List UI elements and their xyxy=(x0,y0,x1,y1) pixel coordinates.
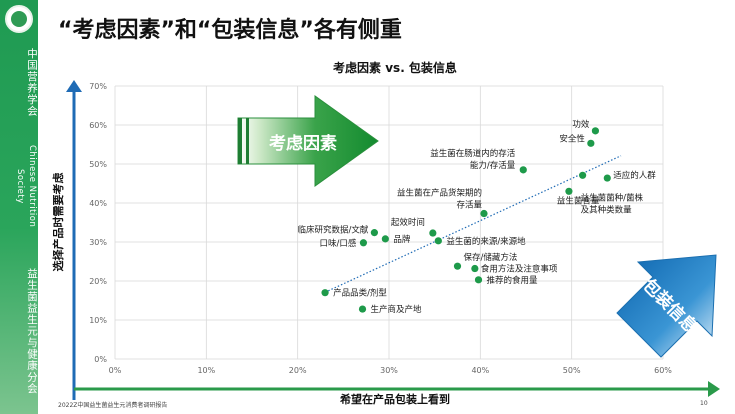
y-tick-label: 70% xyxy=(89,82,107,91)
scatter-point xyxy=(381,235,389,243)
scatter-point xyxy=(565,187,573,195)
x-tick-label: 40% xyxy=(471,366,489,375)
sidebar: 中国营养学会 Chinese Nutrition Society 益生菌益生元与… xyxy=(0,0,38,414)
point-label: 益生菌含量 xyxy=(557,195,600,206)
scatter-point xyxy=(603,174,611,182)
scatter-point xyxy=(579,171,587,179)
x-tick-label: 60% xyxy=(654,366,672,375)
point-label: 品牌 xyxy=(393,234,411,245)
scatter-point xyxy=(453,262,462,270)
scatter-point xyxy=(358,305,367,313)
point-label: 功效 xyxy=(572,119,590,130)
footer-source: 2022Z中国益生菌益生元消费者调研报告 xyxy=(58,402,168,409)
point-label: 口味/口感 xyxy=(320,238,357,249)
scatter-point xyxy=(434,237,442,245)
scatter-point xyxy=(429,229,437,237)
y-axis-label: 选择产品时需要考虑 xyxy=(51,173,65,272)
x-tick-labels: 0% 10% 20% 30% 40% 50% 60% xyxy=(109,366,673,375)
x-tick-label: 30% xyxy=(380,366,398,375)
scatter-point xyxy=(474,276,483,284)
chart-title: 考虑因素 vs. 包装信息 xyxy=(333,60,457,75)
scatter-point xyxy=(370,229,378,237)
sidebar-org-en: Chinese Nutrition Society xyxy=(15,144,37,228)
y-tick-label: 0% xyxy=(94,355,107,364)
consideration-arrow-label: 考虑因素 xyxy=(268,133,337,154)
consideration-arrow: 考虑因素 xyxy=(237,95,379,187)
page-number: 10 xyxy=(700,400,708,407)
y-tick-label: 20% xyxy=(89,277,107,286)
page-title: “考虑因素”和“包装信息”各有侧重 xyxy=(58,18,402,43)
point-label: 食用方法及注意事项 xyxy=(481,264,558,275)
point-label: 益生菌的来源/来源地 xyxy=(446,236,526,247)
point-label: 推荐的食用量 xyxy=(487,275,539,286)
x-tick-label: 10% xyxy=(197,366,215,375)
sidebar-org-cn: 中国营养学会 xyxy=(26,47,38,117)
point-label: 产品品类/剂型 xyxy=(333,288,387,299)
sidebar-branch-cn: 益生菌益生元与健康分会 xyxy=(26,267,38,395)
scatter-point xyxy=(519,166,527,174)
point-label: 适应的人群 xyxy=(613,170,656,181)
scatter-point xyxy=(587,139,595,147)
y-tick-labels: 0% 10% 20% 30% 40% 50% 60% 70% xyxy=(89,82,107,364)
point-label: 保存/储藏方法 xyxy=(464,252,518,263)
point-label: 安全性 xyxy=(559,133,585,144)
packaging-arrow: 包装信息 xyxy=(616,254,717,358)
point-label: 起效时间 xyxy=(391,217,425,228)
x-axis-label: 希望在产品包装上看到 xyxy=(339,392,450,406)
point-label: 临床研究数据/文献 xyxy=(298,225,369,236)
scatter-point xyxy=(480,209,488,218)
y-axis-arrowhead xyxy=(66,80,82,92)
x-axis-arrowhead xyxy=(708,381,720,397)
y-tick-label: 30% xyxy=(89,238,107,247)
point-label: 生产商及产地 xyxy=(371,304,423,315)
society-logo-icon xyxy=(5,5,33,33)
y-tick-label: 40% xyxy=(89,199,107,208)
y-tick-label: 60% xyxy=(89,121,107,130)
point-label: 益生菌菌种/菌株及其种类数量 xyxy=(581,192,644,215)
scatter-point xyxy=(321,289,329,297)
scatter-point xyxy=(359,239,368,247)
scatter-point xyxy=(471,264,479,273)
grid-lines xyxy=(114,85,664,360)
point-label: 益生菌在产品货架期的存活量 xyxy=(397,188,483,211)
y-tick-label: 50% xyxy=(89,160,107,169)
x-tick-label: 50% xyxy=(563,366,581,375)
point-label: 益生菌在肠道内的存活能力/存活量 xyxy=(430,148,516,171)
scatter-point xyxy=(591,127,600,135)
trend-line xyxy=(324,155,622,293)
x-tick-label: 0% xyxy=(109,366,122,375)
x-tick-label: 20% xyxy=(289,366,307,375)
y-tick-label: 10% xyxy=(89,316,107,325)
